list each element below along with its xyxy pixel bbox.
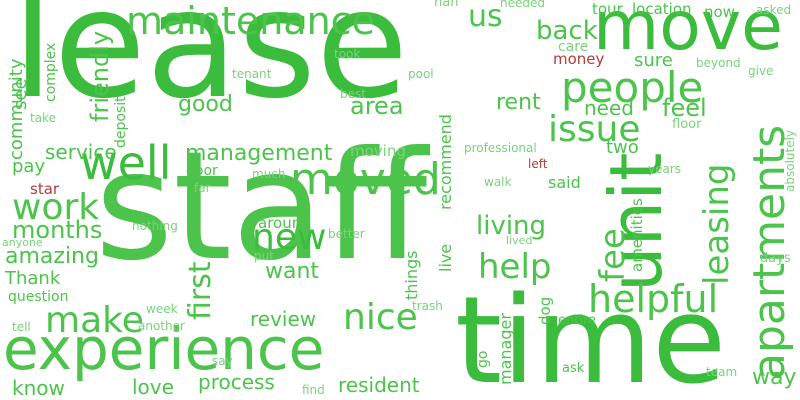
word-tell: tell bbox=[12, 320, 31, 334]
word-maintenance: maintenance bbox=[126, 0, 375, 43]
word-beyond: beyond bbox=[696, 56, 741, 70]
word-take: take bbox=[30, 111, 56, 125]
word-needed: needed bbox=[500, 0, 545, 10]
word-rent: rent bbox=[496, 90, 541, 115]
word-ask: ask bbox=[562, 361, 585, 376]
word-friendly: friendly bbox=[86, 30, 114, 122]
word-feel: feel bbox=[662, 94, 707, 122]
word-floor: floor bbox=[672, 117, 702, 132]
word-absolutely: absolutely bbox=[783, 129, 797, 192]
word-need: need bbox=[584, 96, 634, 120]
word-amazing: amazing bbox=[5, 244, 99, 269]
word-care: care bbox=[558, 39, 589, 55]
word-best: best bbox=[340, 87, 366, 101]
word-nothing: nothing bbox=[132, 219, 178, 233]
word-said: said bbox=[548, 173, 581, 192]
word-work: work bbox=[12, 187, 100, 228]
word-resident: resident bbox=[338, 373, 420, 397]
word-back: back bbox=[536, 16, 598, 46]
word-say: say bbox=[212, 354, 233, 368]
word-experience: experience bbox=[3, 315, 325, 383]
word-years: years bbox=[648, 162, 682, 176]
word-way: way bbox=[752, 365, 797, 390]
word-help: help bbox=[478, 247, 552, 287]
word-want: want bbox=[265, 259, 320, 284]
word-find: find bbox=[302, 383, 325, 397]
word-entire: entire bbox=[558, 313, 597, 328]
word-lived: lived bbox=[506, 234, 533, 247]
word-see: see bbox=[10, 78, 31, 110]
word-asked: asked bbox=[756, 3, 792, 17]
word-things: things bbox=[402, 250, 421, 301]
word-Thank: Thank bbox=[5, 268, 61, 289]
word-know: know bbox=[12, 376, 65, 400]
word-team: team bbox=[706, 365, 738, 379]
word-far: far bbox=[194, 181, 211, 195]
word-first: first bbox=[183, 261, 218, 320]
word-moving: moving bbox=[350, 142, 406, 160]
word-complex: complex bbox=[43, 42, 59, 102]
word-trash: trash bbox=[412, 299, 443, 313]
word-make: make bbox=[45, 300, 144, 341]
word-walk: walk bbox=[484, 175, 512, 189]
word-lease: lease bbox=[12, 0, 409, 132]
word-helpful: helpful bbox=[588, 277, 719, 321]
word-living: living bbox=[476, 211, 547, 241]
word-fee: fee bbox=[593, 228, 633, 282]
word-area: area bbox=[350, 92, 404, 120]
word-deposit: deposit bbox=[113, 96, 129, 148]
word-go: go bbox=[475, 350, 491, 368]
word-two: two bbox=[606, 137, 639, 158]
word-days: days bbox=[760, 251, 791, 266]
word-week: week bbox=[146, 302, 178, 316]
word-another: another bbox=[138, 319, 185, 333]
word-new: new bbox=[252, 217, 327, 258]
word-leasing: leasing bbox=[697, 163, 737, 286]
word-service: service bbox=[45, 140, 117, 164]
word-give: give bbox=[748, 64, 774, 78]
word-tour: tour bbox=[592, 0, 623, 18]
word-months: months bbox=[12, 216, 103, 244]
word-better: better bbox=[328, 227, 365, 241]
word-question: question bbox=[8, 289, 69, 305]
word-well: well bbox=[80, 136, 172, 190]
word-took: took bbox=[334, 47, 361, 61]
word-location: location bbox=[632, 0, 692, 18]
word-professional: professional bbox=[464, 141, 537, 155]
word-move: move bbox=[593, 0, 783, 66]
word-us: us bbox=[468, 0, 503, 34]
word-money: money bbox=[553, 50, 605, 68]
word-time: time bbox=[455, 272, 727, 400]
word-left: left bbox=[528, 157, 548, 171]
word-star: star bbox=[30, 180, 60, 198]
word-much: much bbox=[252, 167, 286, 181]
word-management: management bbox=[185, 141, 333, 166]
word-pay: pay bbox=[12, 156, 46, 177]
word-nice: nice bbox=[343, 297, 418, 338]
word-recommend: recommend bbox=[436, 114, 455, 210]
word-manager: manager bbox=[496, 313, 515, 385]
word-dog: dog bbox=[536, 296, 554, 325]
word-issue: issue bbox=[548, 109, 641, 150]
word-nan: nan bbox=[434, 0, 459, 10]
word-review: review bbox=[250, 307, 317, 331]
word-love: love bbox=[132, 375, 174, 399]
word-pool: pool bbox=[408, 67, 434, 81]
word-sure: sure bbox=[634, 50, 673, 71]
word-put: put bbox=[254, 249, 274, 263]
word-people: people bbox=[561, 63, 704, 112]
word-anyone: anyone bbox=[2, 236, 43, 249]
word-good: good bbox=[178, 92, 233, 117]
word-amenities: amenities bbox=[628, 198, 646, 272]
word-live: live bbox=[436, 243, 455, 272]
word-moved: moved bbox=[290, 154, 441, 205]
word-now: now bbox=[704, 3, 735, 21]
word-process: process bbox=[198, 370, 275, 394]
word-door: door bbox=[186, 163, 218, 179]
word-tenant: tenant bbox=[232, 67, 272, 81]
word-staff: staff bbox=[95, 120, 428, 294]
word-around: around bbox=[258, 214, 311, 232]
